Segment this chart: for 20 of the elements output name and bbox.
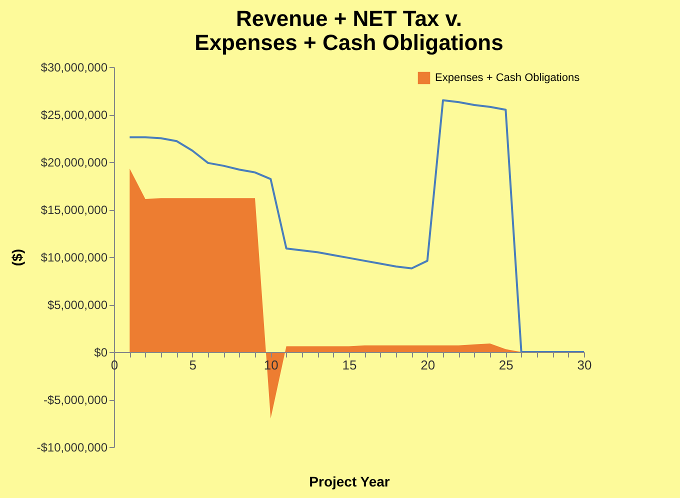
y-tick-label: $0 <box>94 346 108 360</box>
text: Revenue + NET Tax v. <box>236 6 462 31</box>
y-tick-label: $10,000,000 <box>40 250 108 264</box>
line-series <box>128 99 584 353</box>
y-tick-label: -$10,000,000 <box>36 440 108 454</box>
y-tick-label: $25,000,000 <box>40 108 108 122</box>
y-tick-label: -$5,000,000 <box>43 393 108 407</box>
text: Expenses + Cash Obligations <box>194 30 504 55</box>
x-axis-title: Project Year <box>309 474 390 490</box>
legend-label: Expenses + Cash Obligations <box>435 72 580 84</box>
y-tick-label: $20,000,000 <box>40 156 108 170</box>
x-tick-label: 15 <box>342 358 357 372</box>
x-tick-label: 5 <box>189 358 196 372</box>
y-axis-title: ($) <box>8 248 25 266</box>
y-tick-label: $5,000,000 <box>47 298 108 312</box>
y-tick-label: $30,000,000 <box>40 60 108 74</box>
x-tick-label: 25 <box>498 358 514 372</box>
x-tick-label: 20 <box>420 358 436 372</box>
y-tick-label: $15,000,000 <box>40 203 108 217</box>
x-tick-label: 30 <box>577 358 592 372</box>
